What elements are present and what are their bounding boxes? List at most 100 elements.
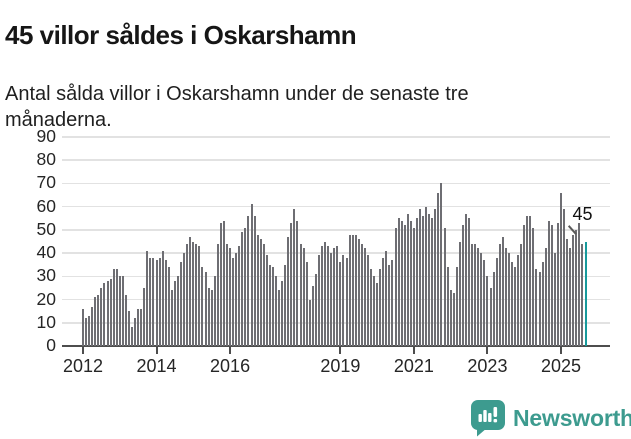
y-tick-label: 80 (36, 149, 56, 170)
bar (339, 262, 342, 346)
bar (446, 267, 449, 346)
bar (391, 260, 394, 346)
x-tick-label: 2016 (210, 356, 251, 376)
bar (514, 267, 517, 346)
bar (186, 243, 189, 346)
y-tick-label: 90 (36, 126, 56, 146)
bar (204, 271, 207, 346)
bar (572, 234, 575, 346)
x-tick-label: 2019 (320, 356, 361, 376)
y-tick-label: 70 (36, 172, 56, 193)
bar (124, 294, 127, 346)
bar (495, 257, 498, 346)
bar (176, 276, 179, 346)
bar (382, 257, 385, 346)
bar (477, 248, 480, 346)
bar (336, 246, 339, 346)
y-tick-label: 40 (36, 242, 56, 263)
bar (425, 206, 428, 346)
bar (547, 220, 550, 346)
bar (146, 250, 149, 346)
bar (379, 269, 382, 346)
y-tick-label: 30 (36, 265, 56, 286)
bar (486, 276, 489, 346)
bar (452, 292, 455, 346)
bar (324, 241, 327, 346)
bar (559, 192, 562, 346)
bar (498, 243, 501, 346)
bar (440, 183, 443, 346)
x-tick-mark (486, 347, 489, 355)
bar (112, 269, 115, 346)
bar (578, 222, 581, 346)
bar (357, 239, 360, 346)
x-tick-label: 2014 (136, 356, 177, 376)
bar (256, 234, 259, 346)
bar (333, 248, 336, 346)
bar (553, 253, 556, 346)
newsworthy-logo-text: Newsworthy (513, 404, 631, 431)
bar (437, 192, 440, 346)
bar (385, 250, 388, 346)
bar (268, 264, 271, 346)
bar (106, 280, 109, 346)
bar (480, 253, 483, 346)
bar (330, 253, 333, 346)
bar (94, 297, 97, 346)
bar (501, 236, 504, 346)
bar (363, 248, 366, 346)
bar (461, 225, 464, 346)
bar (412, 227, 415, 346)
bar (465, 213, 467, 346)
bar (320, 246, 323, 346)
bar (296, 220, 299, 346)
bar (510, 262, 513, 346)
bar (517, 255, 520, 346)
x-tick-label: 2012 (62, 356, 104, 376)
bar (419, 208, 422, 346)
bar (229, 248, 232, 346)
bar (167, 267, 170, 346)
bar (314, 274, 317, 346)
bar (492, 271, 495, 346)
bar (131, 327, 134, 346)
bar (265, 255, 268, 346)
bar (468, 218, 471, 346)
bar (170, 290, 173, 346)
bar (213, 276, 216, 346)
bar (262, 243, 265, 346)
bar (235, 253, 238, 346)
bar (109, 278, 112, 346)
bar (134, 318, 137, 346)
bar (308, 299, 311, 346)
bar (192, 241, 195, 346)
bar (247, 215, 250, 346)
bar (207, 287, 210, 346)
bar (222, 220, 225, 346)
bar (550, 225, 553, 346)
bar (489, 287, 492, 346)
bar (173, 280, 176, 346)
newsworthy-logo[interactable]: Newsworthy (470, 398, 631, 438)
x-tick-mark (82, 347, 84, 355)
bar (241, 232, 244, 346)
bar (575, 229, 578, 346)
bar (538, 271, 541, 346)
bar (91, 306, 94, 346)
gridline (62, 298, 610, 301)
bar (127, 311, 130, 346)
y-tick-label: 0 (46, 335, 56, 355)
page-title: 45 villor såldes i Oskarshamn (5, 20, 357, 51)
bar (397, 218, 400, 346)
bar (180, 262, 183, 346)
x-tick-mark (339, 347, 342, 355)
bar (281, 280, 284, 346)
bar (354, 234, 357, 346)
bar (189, 236, 192, 346)
y-tick-label: 60 (36, 195, 56, 216)
bar (376, 283, 379, 346)
bar (259, 239, 262, 346)
bar (238, 246, 241, 346)
bar (302, 248, 305, 346)
